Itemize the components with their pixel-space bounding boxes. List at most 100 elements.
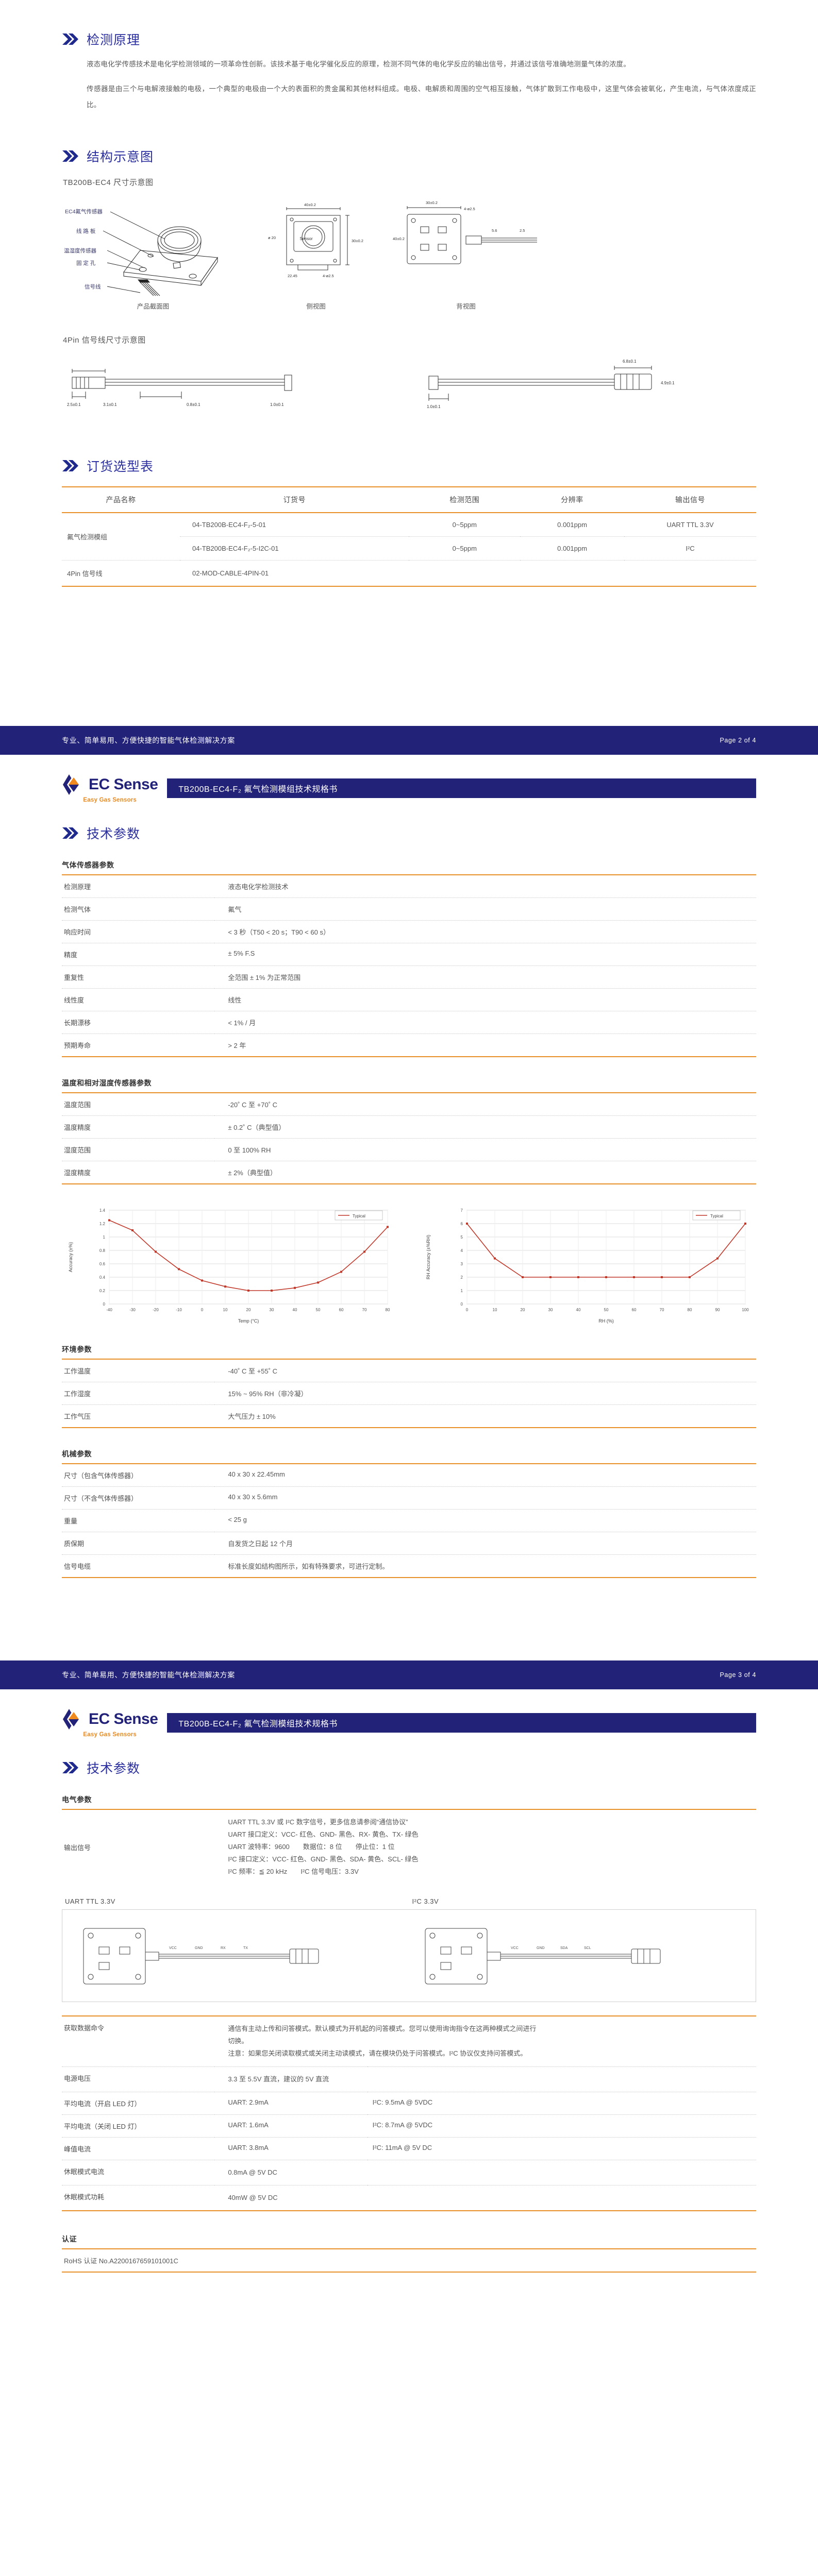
svg-text:Typical: Typical xyxy=(710,1214,723,1218)
row-key: 检测原理 xyxy=(62,875,215,899)
spec-table-output-signal: 输出信号 UART TTL 3.3V 或 I²C 数字信号，更多信息请参阅“通信… xyxy=(62,1809,756,1884)
table-row: 尺寸（包含气体传感器） 40 x 30 x 22.45mm xyxy=(62,1464,756,1487)
footer-slogan: 专业、简单易用、方便快捷的智能气体检测解决方案 xyxy=(62,736,235,745)
drawing-caption-back: 背视图 xyxy=(456,303,476,311)
svg-text:30: 30 xyxy=(548,1308,553,1312)
section-heading-tech-params-3: 技术参数 xyxy=(62,824,756,842)
row-value: 0 至 100% RH xyxy=(214,1138,756,1162)
svg-text:0: 0 xyxy=(201,1308,204,1312)
drawing-title-cable: 4Pin 信号线尺寸示意图 xyxy=(63,336,146,345)
output-line-0: UART TTL 3.3V 或 I²C 数字信号，更多信息请参阅“通信协议” xyxy=(228,1818,408,1826)
column-header-output: 输出信号 xyxy=(624,486,756,514)
table-row: 氟气检测模组 04-TB200B-EC4-F₂-5-01 0~5ppm 0.00… xyxy=(62,513,756,561)
dim-label: 4.9±0.1 xyxy=(661,381,675,385)
cell-range xyxy=(409,560,520,587)
svg-text:Accuracy (±%): Accuracy (±%) xyxy=(68,1242,73,1272)
svg-text:-10: -10 xyxy=(176,1308,182,1312)
brand-tagline: Easy Gas Sensors xyxy=(83,797,137,804)
table-row: 精度 ± 5% F.S xyxy=(62,943,756,967)
cell-order-no: 04-TB200B-EC4-F₂-5-01 xyxy=(179,513,409,537)
svg-text:30: 30 xyxy=(270,1308,274,1312)
svg-text:50: 50 xyxy=(316,1308,321,1312)
row-key: 响应时间 xyxy=(62,920,215,944)
row-value: 0.8mA @ 5V DC xyxy=(214,2160,756,2185)
dim-label: 40±0.2 xyxy=(393,236,405,241)
pin-label-uart-3: TX xyxy=(243,1946,248,1950)
brand-logo: EC Sense Easy Gas Sensors xyxy=(62,1708,158,1738)
svg-text:Sensor: Sensor xyxy=(299,236,313,241)
pin-label-i2c-3: SCL xyxy=(584,1946,591,1950)
row-key: 精度 xyxy=(62,943,215,967)
spec-table-gas: 检测原理 液态电化学检测技术 检测气体 氟气 响应时间 < 3 秒（T50 < 20 s；… xyxy=(62,874,756,1058)
table-row: 响应时间 < 3 秒（T50 < 20 s；T90 < 60 s） xyxy=(62,920,756,944)
dim-label: 4-ø2.5 xyxy=(464,207,475,211)
spec-group-title-elec: 电气参数 xyxy=(62,1795,92,1804)
row-value-b: I²C: 9.5mA @ 5VDC xyxy=(367,2092,756,2115)
table-row: 工作温度 -40˚ C 至 +55˚ C xyxy=(62,1359,756,1383)
column-header-order-no: 订货号 xyxy=(179,486,409,514)
table-row: 工作气压 大气压力 ± 10% xyxy=(62,1404,756,1429)
table-row: 湿度范围 0 至 100% RH xyxy=(62,1138,756,1162)
ec-sense-diamond-logo-icon xyxy=(62,773,86,796)
svg-text:6: 6 xyxy=(461,1222,463,1226)
svg-text:80: 80 xyxy=(688,1308,692,1312)
table-row: 温度范围 -20˚ C 至 +70˚ C xyxy=(62,1093,756,1116)
row-key: 检测气体 xyxy=(62,897,215,921)
table-row: 质保期 自发货之日起 12 个月 xyxy=(62,1532,756,1555)
row-value: 线性 xyxy=(214,988,756,1012)
svg-text:Typical: Typical xyxy=(353,1214,365,1218)
svg-text:10: 10 xyxy=(223,1308,228,1312)
page-3: EC Sense Easy Gas Sensors TB200B-EC4-F₂ … xyxy=(0,755,818,1690)
pin-label-uart-1: GND xyxy=(195,1946,203,1950)
pin-label-i2c-2: SDA xyxy=(560,1946,568,1950)
table-row: 电源电压 3.3 至 5.5V 直流，建议的 5V 直流 xyxy=(62,2066,756,2092)
row-key: 长期漂移 xyxy=(62,1011,215,1035)
ordering-table: 产品名称 订货号 检测范围 分辨率 输出信号 氟气检测模组 04-TB200B-… xyxy=(62,486,756,587)
section-heading-tech-params-4: 技术参数 xyxy=(62,1758,756,1777)
row-value: 40mW @ 5V DC xyxy=(214,2185,756,2211)
cable-connector-left-drawing: 2.5±0.1 3.1±0.1 0.8±0.1 1.0±0.1 xyxy=(63,353,372,415)
callout-label-1: 线 路 板 xyxy=(76,228,96,234)
principle-paragraph-2: 传感器是由三个与电解液接触的电极，一个典型的电极由一个大的表面积的贵金属和其他材… xyxy=(87,85,756,109)
row-key: 预期寿命 xyxy=(62,1033,215,1058)
row-key: 休眠模式功耗 xyxy=(62,2185,215,2211)
spec-group-title-mech: 机械参数 xyxy=(62,1450,92,1459)
svg-text:4: 4 xyxy=(461,1248,463,1253)
brand-logo: EC Sense Easy Gas Sensors xyxy=(62,773,158,803)
row-key: 工作湿度 xyxy=(62,1382,215,1405)
svg-text:40: 40 xyxy=(576,1308,581,1312)
table-row: RoHS 认证 No.A2200167659101001C xyxy=(62,2248,756,2273)
svg-text:RH (%): RH (%) xyxy=(598,1318,614,1324)
spec-group-title-cert: 认证 xyxy=(62,2234,77,2243)
row-value: 标准长度如结构图所示，如有特殊要求，可进行定制。 xyxy=(214,1554,756,1579)
cell-resolution: 0.001ppm xyxy=(520,513,625,537)
svg-text:1.2: 1.2 xyxy=(99,1222,106,1226)
svg-text:1: 1 xyxy=(461,1289,463,1293)
row-value: 大气压力 ± 10% xyxy=(214,1404,756,1429)
output-line-1: UART 接口定义：VCC- 红色、GND- 黑色、RX- 黄色、TX- 绿色 xyxy=(228,1831,419,1839)
spec-table-env: 工作温度 -40˚ C 至 +55˚ C 工作湿度 15% ~ 95% RH（非冷凝）… xyxy=(62,1359,756,1429)
row-value-output-signal: UART TTL 3.3V 或 I²C 数字信号，更多信息请参阅“通信协议” U… xyxy=(214,1809,756,1884)
section-heading-ordering: 订货选型表 xyxy=(62,456,756,475)
cable-connector-right-drawing: 6.8±0.1 4.9±0.1 1.0±0.1 xyxy=(419,353,728,415)
svg-text:0.6: 0.6 xyxy=(99,1262,106,1266)
row-value: 3.3 至 5.5V 直流，建议的 5V 直流 xyxy=(214,2066,756,2092)
page-4: EC Sense Easy Gas Sensors TB200B-EC4-F₂ … xyxy=(0,1689,818,2303)
table-row: 04-TB200B-EC4-F₂-5-I2C-01 0~5ppm 0.001pp… xyxy=(62,536,756,561)
table-row: 湿度精度 ± 2%（典型值） xyxy=(62,1161,756,1185)
table-row: 检测气体 氟气 xyxy=(62,897,756,921)
svg-text:20: 20 xyxy=(521,1308,525,1312)
table-row: 休眠模式功耗 40mW @ 5V DC xyxy=(62,2185,756,2211)
output-line-3: I²C 接口定义：VCC- 红色、GND- 黑色、SDA- 黄色、SCL- 绿色 xyxy=(228,1855,419,1863)
conn-label-i2c: I²C 3.3V xyxy=(412,1897,439,1906)
row-value: 氟气 xyxy=(214,897,756,921)
cell-range: 0~5ppm xyxy=(409,513,520,537)
callout-label-0: EC4氟气传感器 xyxy=(65,208,103,215)
cell-output: UART TTL 3.3V xyxy=(624,513,756,537)
row-key: 尺寸（包含气体传感器） xyxy=(62,1464,215,1487)
drawing-caption-side: 侧视图 xyxy=(306,303,326,311)
column-header-product-name: 产品名称 xyxy=(62,486,180,514)
table-row: 检测原理 液态电化学检测技术 xyxy=(62,875,756,899)
footer-page-number: Page 2 of 4 xyxy=(720,737,756,744)
callout-label-2: 温湿度传感器 xyxy=(64,247,96,254)
